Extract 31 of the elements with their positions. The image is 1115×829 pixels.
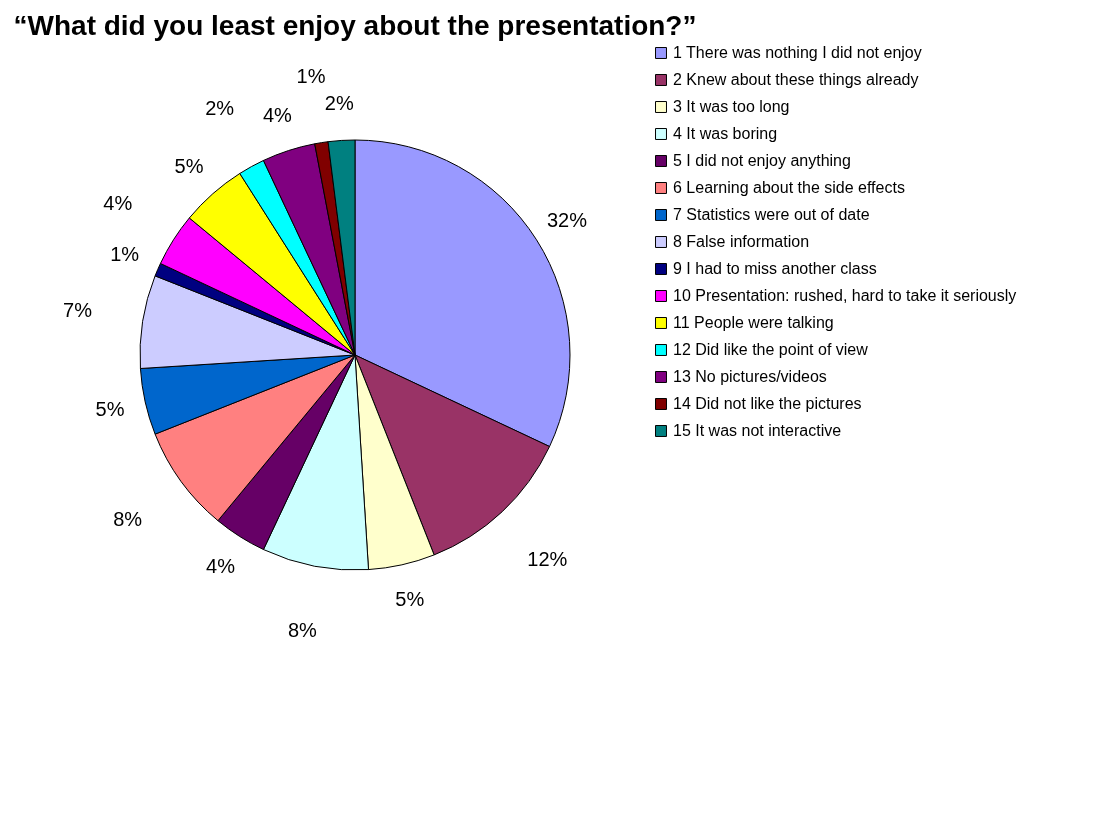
data-label: 4%: [206, 554, 236, 577]
data-label: 5%: [395, 587, 425, 610]
legend-label: 8 False information: [673, 233, 810, 250]
data-label: 4%: [103, 192, 133, 215]
data-label: 1%: [296, 65, 326, 88]
legend-label: 13 No pictures/videos: [673, 368, 827, 385]
data-label: 32%: [546, 208, 588, 231]
data-label: 2%: [324, 92, 354, 115]
legend-label: 12 Did like the point of view: [673, 341, 869, 358]
data-label: 1%: [110, 243, 140, 266]
legend-label: 6 Learning about the side effects: [673, 179, 905, 196]
legend-label: 10 Presentation: rushed, hard to take it seriously: [673, 287, 1017, 304]
legend-label: 5 I did not enjoy anything: [673, 152, 851, 169]
data-label: 5%: [95, 397, 125, 420]
data-label: 8%: [113, 508, 143, 531]
legend-label: 14 Did not like the pictures: [673, 395, 862, 412]
chart-title: “What did you least enjoy about the presentation?”: [13, 10, 697, 41]
legend-label: 11 People were talking: [673, 314, 834, 331]
data-label: 8%: [287, 619, 318, 642]
legend-label: 15 It was not interactive: [673, 422, 842, 439]
data-label: 7%: [63, 299, 93, 322]
legend-label: 3 It was too long: [673, 98, 790, 115]
legend-label: 2 Knew about these things already: [673, 71, 919, 88]
legend-label: 4 It was boring: [673, 125, 778, 142]
data-label: 12%: [527, 547, 568, 570]
legend-label: 1 There was nothing I did not enjoy: [673, 44, 922, 61]
legend-label: 7 Statistics were out of date: [673, 206, 870, 223]
data-label: 5%: [174, 154, 204, 177]
data-label: 4%: [262, 104, 293, 127]
data-label: 2%: [205, 96, 235, 119]
legend-label: 9 I had to miss another class: [673, 260, 877, 277]
